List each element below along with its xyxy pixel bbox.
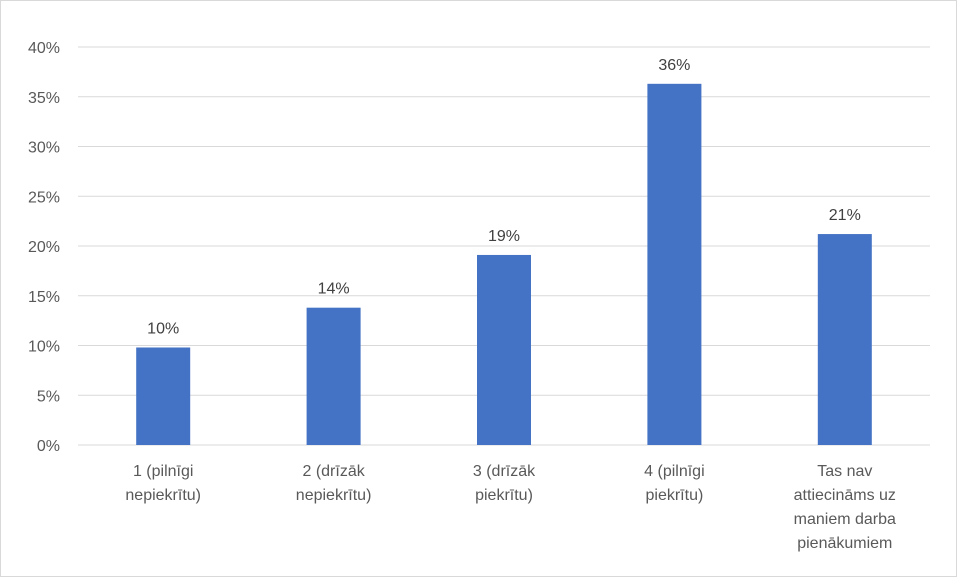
y-tick-label: 20% bbox=[28, 239, 60, 256]
category-label: 1 (pilnīgi nepiekrītu) bbox=[125, 463, 201, 504]
data-label: 19% bbox=[488, 228, 520, 245]
category-label-line: nepiekrītu) bbox=[125, 487, 201, 504]
bar bbox=[647, 83, 702, 445]
bar bbox=[817, 234, 872, 445]
category-label-line: nepiekrītu) bbox=[296, 487, 372, 504]
category-label: 4 (pilnīgi piekrītu) bbox=[644, 463, 704, 504]
y-tick-label: 30% bbox=[28, 140, 60, 157]
y-tick-label: 15% bbox=[28, 289, 60, 306]
category-label-line: 3 (drīzāk bbox=[473, 463, 536, 480]
bar bbox=[136, 347, 191, 445]
bar bbox=[477, 254, 531, 445]
data-label: 21% bbox=[829, 207, 861, 224]
category-label-line: attiecināms uz bbox=[794, 487, 896, 504]
category-label: 3 (drīzāk piekrītu) bbox=[473, 463, 536, 504]
category-label-line: Tas nav bbox=[817, 463, 872, 480]
y-tick-label: 25% bbox=[28, 189, 60, 206]
category-label: 2 (drīzāk nepiekrītu) bbox=[296, 463, 372, 504]
category-label-line: 1 (pilnīgi bbox=[133, 463, 193, 480]
y-tick-label: 0% bbox=[37, 438, 60, 455]
category-label-line: piekrītu) bbox=[475, 487, 533, 504]
y-tick-label: 5% bbox=[37, 388, 60, 405]
data-label: 14% bbox=[318, 281, 350, 298]
bar bbox=[306, 307, 361, 445]
category-label-line: 4 (pilnīgi bbox=[644, 463, 704, 480]
y-tick-label: 35% bbox=[28, 90, 60, 107]
data-label: 10% bbox=[147, 320, 179, 337]
category-label: Tas nav attiecināms uz maniem darba pienāku… bbox=[794, 463, 896, 552]
category-label-line: pienākumiem bbox=[797, 535, 892, 552]
y-tick-label: 40% bbox=[28, 40, 60, 57]
category-label-line: piekrītu) bbox=[646, 487, 704, 504]
y-tick-label: 10% bbox=[28, 339, 60, 356]
category-label-line: 2 (drīzāk bbox=[302, 463, 365, 480]
category-label-line: maniem darba bbox=[794, 511, 896, 528]
data-label: 36% bbox=[658, 57, 690, 74]
